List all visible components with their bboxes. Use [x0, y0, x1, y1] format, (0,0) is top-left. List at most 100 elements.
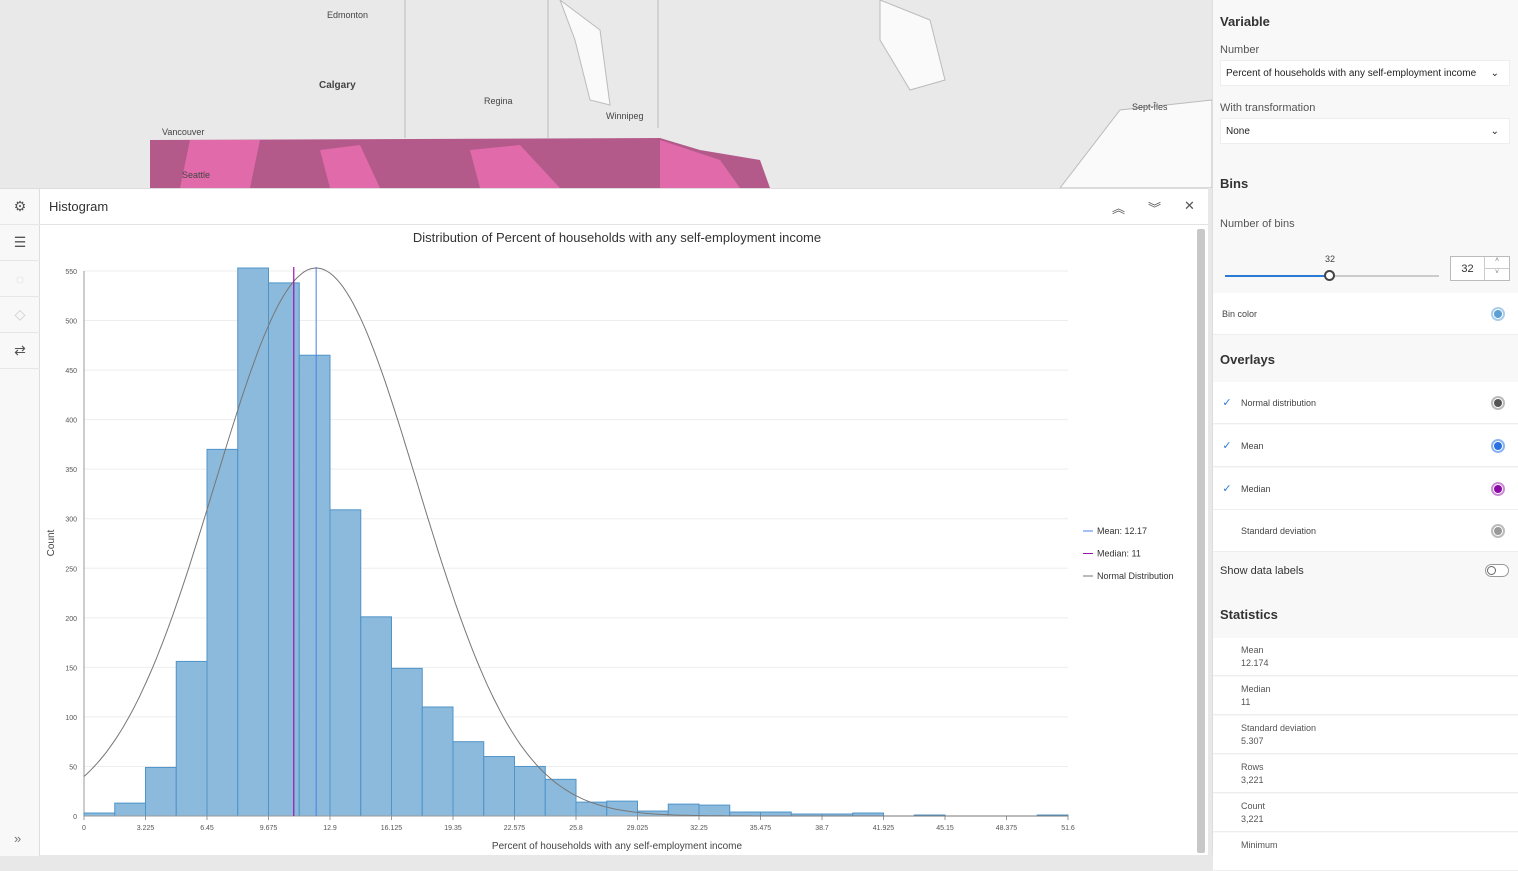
histogram-bar — [421, 706, 454, 817]
x-tick-label: 22.575 — [504, 825, 526, 832]
histogram-bar — [514, 765, 546, 817]
y-tick-label: 250 — [65, 566, 77, 573]
overlay-std[interactable]: Standard deviation — [1213, 510, 1518, 552]
y-tick-label: 150 — [65, 665, 77, 672]
color-swatch[interactable] — [1491, 481, 1505, 496]
y-tick-label: 450 — [65, 368, 77, 375]
y-tick-label: 0 — [73, 814, 77, 821]
collapse-down-icon[interactable]: ︾ — [1148, 201, 1162, 216]
x-tick-label: 48.375 — [996, 825, 1018, 832]
panel-header: Histogram ︽ ︾ ✕ — [40, 189, 1208, 225]
overlay-label: Standard deviation — [1241, 525, 1317, 536]
histogram-bar — [698, 804, 731, 817]
color-swatch[interactable] — [1491, 523, 1505, 538]
histogram-bar — [298, 354, 331, 817]
check-icon[interactable]: ✓ — [1222, 483, 1232, 495]
x-tick-label: 9.675 — [260, 825, 278, 832]
x-tick-label: 41.925 — [873, 825, 895, 832]
color-swatch[interactable] — [1491, 395, 1505, 410]
filter-icon[interactable]: ◌ — [0, 261, 40, 297]
bins-input[interactable]: 32 — [1461, 262, 1474, 275]
check-icon[interactable]: ✓ — [1222, 440, 1232, 452]
overlay-normal[interactable]: ✓ Normal distribution — [1213, 382, 1518, 424]
x-tick-label: 51.6 — [1061, 825, 1075, 832]
overlay-label: Median — [1241, 483, 1271, 494]
bin-color-row[interactable]: Bin color — [1213, 293, 1518, 335]
transform-label: With transformation — [1220, 102, 1316, 114]
bin-color-swatch[interactable] — [1491, 306, 1505, 321]
stat-label: Minimum — [1241, 840, 1278, 850]
settings-gear-icon[interactable]: ⚙ — [0, 189, 40, 225]
transform-select-value: None — [1226, 125, 1250, 137]
bins-stepper[interactable]: 32 ˄ ˅ — [1450, 256, 1510, 281]
show-labels-toggle[interactable] — [1485, 564, 1509, 577]
x-tick-label: 25.8 — [569, 825, 583, 832]
stat-label: Count — [1241, 801, 1266, 811]
y-tick-label: 50 — [69, 764, 77, 771]
chart-title: Distribution of Percent of households wi… — [413, 230, 821, 245]
legend-mean: Mean: 12.17 — [1097, 526, 1147, 536]
x-tick-label: 0 — [82, 825, 86, 832]
histogram-bar — [760, 811, 792, 817]
overlay-label: Normal distribution — [1241, 397, 1317, 408]
number-select-value: Percent of households with any self-empl… — [1226, 67, 1477, 79]
stat-label: Median — [1241, 684, 1271, 694]
stat-value: 3,221 — [1241, 775, 1264, 785]
stat-item: Minimum — [1213, 833, 1518, 871]
x-tick-label: 16.125 — [381, 825, 403, 832]
bins-slider[interactable] — [1225, 270, 1439, 281]
slider-fill — [1225, 275, 1330, 277]
slider-value: 32 — [1325, 254, 1336, 264]
x-tick-label: 38.7 — [815, 825, 829, 832]
map-label: Edmonton — [327, 10, 369, 20]
map-basemap — [150, 0, 1212, 188]
x-tick-label: 35.475 — [750, 825, 772, 832]
map-label: Calgary — [319, 80, 356, 91]
statistics-heading: Statistics — [1220, 607, 1278, 622]
swap-icon[interactable]: ⇄ — [0, 333, 40, 369]
overlay-mean[interactable]: ✓ Mean — [1213, 425, 1518, 467]
expand-chevrons-icon[interactable]: » — [14, 831, 22, 846]
y-tick-label: 350 — [65, 467, 77, 474]
transform-select[interactable]: None ⌄ — [1220, 118, 1510, 144]
map-label: Seattle — [182, 170, 211, 180]
y-tick-label: 550 — [65, 269, 77, 276]
map-label: Regina — [484, 96, 513, 106]
map-label: Winnipeg — [606, 111, 644, 121]
map-view[interactable]: Edmonton Calgary Regina Winnipeg Vancouv… — [0, 0, 1212, 188]
show-labels-label: Show data labels — [1220, 565, 1304, 577]
histogram-bar — [483, 756, 515, 817]
decrement-icon[interactable]: ˅ — [1494, 269, 1500, 276]
check-icon[interactable]: ✓ — [1222, 397, 1232, 409]
y-tick-label: 400 — [65, 418, 77, 425]
stat-value: 12.174 — [1241, 658, 1269, 668]
overlay-median[interactable]: ✓ Median — [1213, 468, 1518, 510]
number-select[interactable]: Percent of households with any self-empl… — [1220, 60, 1510, 86]
close-icon[interactable]: ✕ — [1184, 198, 1195, 213]
settings-panel: Variable Number Percent of households wi… — [1212, 0, 1518, 871]
num-bins-label: Number of bins — [1220, 218, 1295, 230]
histogram-bar — [667, 803, 700, 817]
color-swatch[interactable] — [1491, 438, 1505, 453]
increment-icon[interactable]: ˄ — [1485, 257, 1509, 269]
histogram-bar — [175, 660, 208, 817]
slider-thumb[interactable] — [1324, 270, 1335, 281]
histogram-bar — [360, 616, 392, 817]
legend-median: Median: 11 — [1097, 549, 1141, 559]
variable-heading: Variable — [1220, 14, 1270, 29]
stat-item: Rows 3,221 — [1213, 755, 1518, 793]
x-tick-label: 12.9 — [323, 825, 337, 832]
stat-label: Standard deviation — [1241, 723, 1317, 733]
tag-icon[interactable]: ◇ — [0, 297, 40, 333]
x-tick-label: 3.225 — [137, 825, 155, 832]
histogram-bar — [237, 267, 269, 817]
collapse-up-icon[interactable]: ︽ — [1112, 201, 1126, 216]
bins-heading: Bins — [1220, 176, 1249, 191]
map-label: Sept-Îles — [1132, 102, 1168, 112]
vertical-scrollbar[interactable] — [1197, 229, 1205, 853]
stat-item: Median 11 — [1213, 677, 1518, 715]
list-icon[interactable]: ☰ — [0, 225, 40, 261]
bin-color-label: Bin color — [1222, 308, 1258, 319]
histogram-panel: ⚙ ☰ ◌ ◇ ⇄ » Histogram ︽ ︾ ✕ Distribution… — [0, 188, 1208, 856]
x-tick-label: 19.35 — [444, 825, 462, 832]
